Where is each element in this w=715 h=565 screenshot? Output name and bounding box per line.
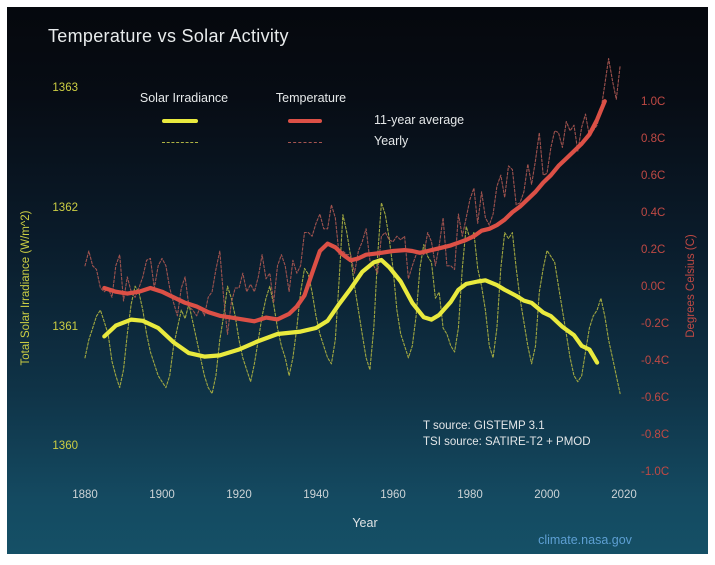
solar-tick-1363: 1363 [52,82,78,95]
year-tick-1940: 1940 [303,489,329,501]
temp-tick-0.2C: 0.2C [641,244,666,256]
legend-header-temperature: Temperature [275,91,347,105]
temp-tick-0.0C: 0.0C [641,281,666,293]
credit-link[interactable]: climate.nasa.gov [538,533,632,547]
year-tick-1880: 1880 [72,489,98,501]
temp-tick--0.2C: -0.2C [641,318,670,330]
solar-tick-1362: 1362 [52,201,78,214]
legend-label-yearly: Yearly [374,134,409,148]
series-solar-irradiance-yearly [84,202,621,395]
temp-tick-1.0C: 1.0C [641,96,666,108]
year-tick-1920: 1920 [226,489,252,501]
series-temperature-yearly [84,58,621,335]
year-tick-2000: 2000 [534,489,560,501]
series-temperature-11-year-average [102,99,607,324]
legend-swatch-temp-yearly [288,142,322,143]
solar-tick-1361: 1361 [52,321,78,333]
data-source-annotation: T source: GISTEMP 3.1 TSI source: SATIRE… [423,419,591,450]
legend-swatch-temp-average [288,119,322,123]
solar-tick-1360: 1360 [52,440,78,453]
temp-source-line: T source: GISTEMP 3.1 [423,420,545,432]
temp-tick--0.4C: -0.4C [641,355,670,367]
temp-tick-0.4C: 0.4C [641,207,666,219]
year-tick-2020: 2020 [611,489,637,501]
year-tick-1900: 1900 [149,489,175,501]
legend-header-solar-irradiance: Solar Irradiance [139,91,229,105]
right-axis-title: Degrees Celsius (C) [685,234,697,338]
temp-tick-0.6C: 0.6C [641,170,666,182]
series-solar-irradiance-11-year-average [102,257,600,365]
legend-swatch-solar-yearly [162,142,198,143]
year-tick-1960: 1960 [380,489,406,501]
temp-tick--0.6C: -0.6C [641,392,670,404]
tsi-source-line: TSI source: SATIRE-T2 + PMOD [423,435,591,448]
temp-tick-0.8C: 0.8C [641,133,666,145]
legend-swatch-solar-average [162,119,198,123]
year-tick-1980: 1980 [457,489,483,501]
x-axis-title: Year [352,516,378,530]
legend-label-11-year-average: 11-year average [374,113,465,127]
left-axis-title: Total Solar Irradiance (W/m^2) [20,210,32,366]
chart-title: Temperature vs Solar Activity [48,26,289,46]
temp-tick--1.0C: -1.0C [641,466,670,478]
temp-tick--0.8C: -0.8C [641,429,670,441]
